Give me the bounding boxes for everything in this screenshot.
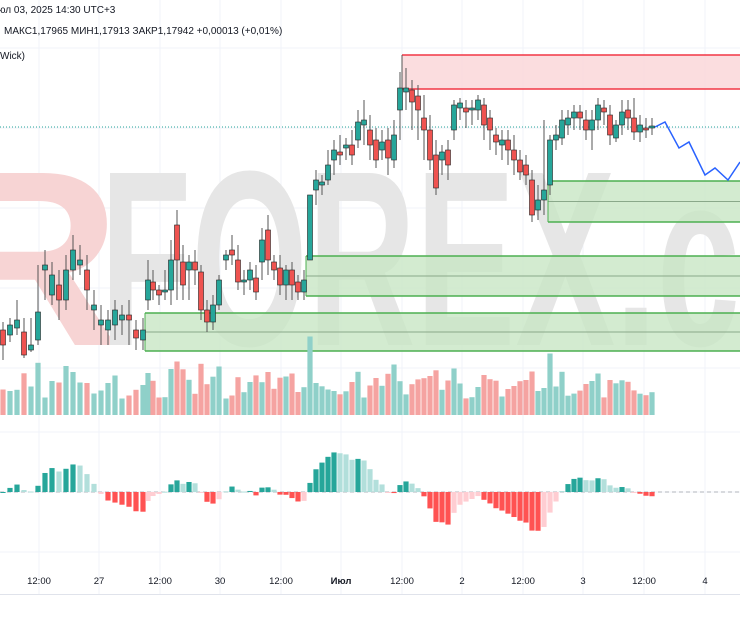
time-axis-label: 12:00 [148, 576, 172, 587]
time-axis-label: 2 [459, 576, 465, 587]
supply-demand-zones [144, 54, 740, 352]
time-axis-label: 12:00 [632, 576, 656, 587]
time-axis-label: 12:00 [269, 576, 293, 587]
time-axis-label: 3 [580, 576, 586, 587]
svg-text:R: R [0, 119, 121, 398]
time-axis-label: 4 [702, 576, 708, 587]
time-axis-label: 12:00 [511, 576, 535, 587]
forecast-path [654, 121, 740, 182]
time-axis-label: 30 [214, 576, 226, 587]
time-axis-label: Июл [330, 576, 352, 587]
ohlc-legend: МАКС1,17965 МИН1,17913 ЗАКР1,17942 +0,00… [4, 26, 283, 37]
volume-bars [0, 336, 655, 415]
indicator-legend[interactable]: Wick) [0, 51, 25, 62]
time-axis-label: 12:00 [27, 576, 51, 587]
candlesticks [0, 68, 655, 360]
bar-datetime: юл 03, 2025 14:30 UTC+3 [0, 5, 116, 16]
time-axis-label: 12:00 [390, 576, 414, 587]
macd-histogram [0, 452, 740, 531]
time-axis-border [0, 594, 740, 595]
time-axis-label: 27 [93, 576, 105, 587]
